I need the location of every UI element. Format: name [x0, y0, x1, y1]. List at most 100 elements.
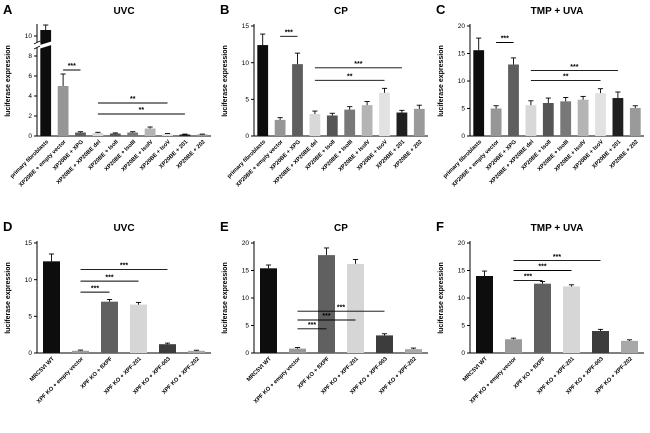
bar-xp20be-isov [378, 92, 390, 136]
bar-xp20be-isoiii [343, 109, 355, 136]
bar-xp20be-xpg [291, 64, 303, 136]
chart-title: TMP + UVA [531, 6, 584, 17]
y-tick-label: 0 [245, 350, 249, 357]
bar-mrc5vi-wt [476, 275, 494, 353]
y-tick-label: 4 [28, 93, 32, 100]
y-tick-label: 2 [28, 113, 32, 120]
y-tick-label: 20 [458, 23, 466, 30]
bar-xp20be-xpg [508, 64, 520, 136]
significance-label: ** [563, 74, 569, 81]
y-tick-label: 5 [462, 106, 466, 113]
chart-panel-d: D UVC 0 5 10 15 luciferase expression MRC5VI WT… [3, 219, 211, 405]
panel-letter: C [436, 2, 446, 17]
x-tick-label: XP20BE + XPG [52, 139, 85, 172]
y-axis-title: luciferase expression [222, 262, 229, 334]
bar-xp20be-202 [413, 108, 425, 136]
chart-panel-e: E CP 0 5 10 15 20 luciferase expression MRC5VI W… [220, 219, 428, 405]
significance-label: *** [308, 322, 316, 329]
y-tick-label: 20 [241, 240, 249, 247]
panel-letter: B [220, 2, 229, 17]
chart-panel-f: F TMP + UVA 0 5 10 15 20 luciferase expression M… [436, 219, 645, 405]
bar-xp20be-isoiii [560, 101, 572, 136]
y-tick-label: 15 [458, 267, 466, 274]
y-tick-label: 20 [458, 240, 466, 247]
y-tick-label: 10 [241, 295, 249, 302]
axis-break-mark [33, 45, 41, 50]
bar-primary-fibroblasts [256, 45, 268, 136]
significance-label: ** [130, 96, 136, 103]
panel-b: B CP 0 5 10 15 luciferase expression primary fi… [216, 0, 434, 217]
panel-c: C TMP + UVA 0 5 10 15 20 luciferase expression p… [433, 0, 650, 217]
significance-label: *** [354, 61, 362, 68]
significance-label: *** [322, 313, 330, 320]
bar-xp20be-202 [196, 134, 208, 136]
bar-xp20be-202 [630, 107, 642, 136]
bar-xpf-ko-xpf-201 [346, 263, 364, 353]
bar-break-gap [38, 41, 53, 49]
y-tick-label: 10 [458, 295, 466, 302]
y-tick-label: 0 [245, 133, 249, 140]
bar-xp20be-201 [612, 98, 624, 136]
y-tick-label: 15 [241, 23, 249, 30]
bar-xp20be-isoii [109, 133, 121, 136]
bar-primary-fibroblasts [473, 50, 485, 137]
y-tick-label: 10 [458, 78, 466, 85]
panel-letter: A [3, 2, 13, 17]
bar-xp20be-empty-vector [274, 119, 286, 136]
bar-xpf-ko-flxpf [101, 301, 118, 353]
bar-xpf-ko-empty-vector [288, 348, 306, 353]
chart-title: CP [334, 6, 348, 17]
significance-label: *** [553, 253, 561, 260]
bar-xpf-ko-xpf-003 [159, 343, 176, 353]
significance-label: ** [139, 107, 145, 114]
bar-xp20be-xp20be-del [309, 114, 320, 136]
y-axis-title: luciferase expression [5, 262, 12, 334]
bar-xpf-ko-flxpf [534, 283, 552, 353]
y-tick-label: 0 [28, 350, 32, 357]
panel-f: F TMP + UVA 0 5 10 15 20 luciferase expression M… [433, 216, 650, 433]
chart-title: UVC [113, 223, 134, 234]
bar-xpf-ko-xpf-202 [188, 350, 205, 353]
bar-xpf-ko-xpf-003 [375, 334, 393, 353]
y-axis-title: luciferase expression [438, 45, 445, 117]
panel-d: D UVC 0 5 10 15 luciferase expression MRC5VI WT… [0, 216, 217, 433]
x-tick-label: MRC5VI WT [246, 355, 273, 382]
y-tick-label: 0 [462, 133, 466, 140]
y-axis-title: luciferase expression [222, 45, 229, 117]
y-tick-label: 15 [25, 240, 33, 247]
y-tick-label: 5 [245, 322, 249, 329]
significance-label: *** [501, 36, 509, 43]
bar-primary-fibroblasts [40, 30, 52, 136]
bar-xpf-ko-empty-vector [505, 338, 523, 353]
bar-xp20be-isoiv [144, 128, 156, 136]
x-tick-label: XP20BE + XPG [269, 139, 302, 172]
bar-xp20be-isoii [326, 115, 338, 136]
bar-xpf-ko-xpf-201 [130, 304, 147, 353]
y-tick-label: 8 [28, 53, 32, 60]
significance-label: *** [571, 64, 579, 71]
bar-xp20be-xp20be-del [92, 133, 104, 136]
significance-label: *** [91, 285, 99, 292]
bar-mrc5vi-wt [259, 267, 277, 353]
panel-letter: E [220, 219, 229, 234]
y-tick-label: 0 [462, 350, 466, 357]
axis-break-mark [33, 40, 41, 45]
bar-xp20be-201 [179, 134, 191, 136]
y-tick-label: 0 [28, 133, 32, 140]
bar-xp20be-isoiv [578, 99, 589, 136]
axis-break-gap [33, 41, 41, 49]
y-axis-title: luciferase expression [438, 262, 445, 334]
bar-xpf-ko-xpf-202 [621, 340, 639, 353]
x-tick-label: XP20BE + XPG [485, 139, 518, 172]
bar-xpf-ko-xpf-202 [404, 348, 422, 353]
y-tick-label: 15 [241, 267, 249, 274]
y-tick-label: 10 [25, 276, 33, 283]
significance-label: *** [284, 29, 292, 36]
significance-label: *** [68, 63, 76, 70]
bar-xp20be-empty-vector [57, 86, 69, 136]
x-tick-label: MRC5VI WT [462, 355, 489, 382]
